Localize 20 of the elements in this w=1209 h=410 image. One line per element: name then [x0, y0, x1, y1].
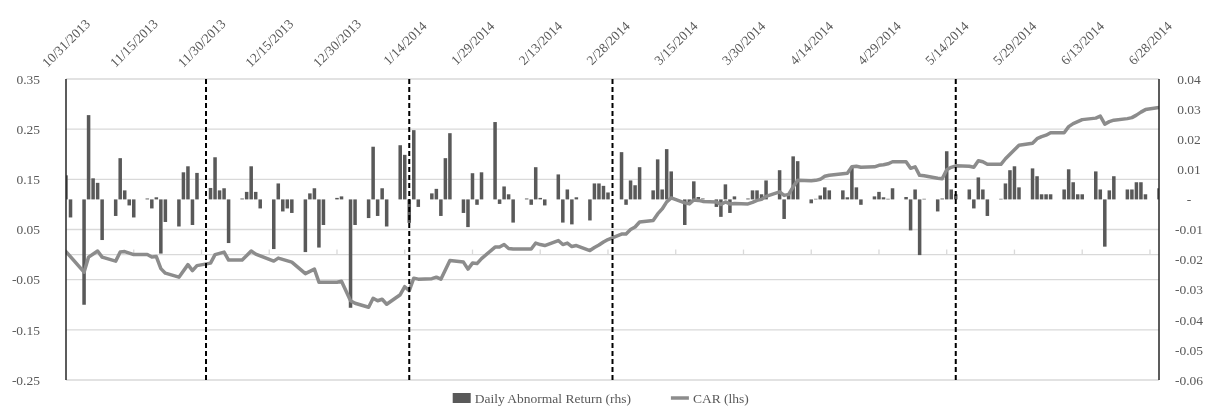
y2-tick-label: 0.04	[1177, 71, 1202, 87]
y-tick-label: -0.15	[11, 322, 41, 338]
y-tick-label: 0.15	[16, 172, 41, 188]
y2-tick-label: 0.03	[1177, 101, 1202, 117]
y2-tick-label: 0.01	[1177, 162, 1201, 178]
y2-tick-label: -0.02	[1174, 252, 1204, 268]
y-tick-label: 0.05	[16, 222, 41, 238]
y2-tick-label: -0.04	[1174, 312, 1204, 328]
y2-tick-label: -	[1186, 192, 1192, 208]
y2-tick-label: -0.01	[1174, 222, 1204, 238]
y2-tick-label: -0.03	[1174, 282, 1204, 298]
y-tick-label: -0.25	[11, 372, 41, 388]
y-tick-label: -0.05	[11, 272, 41, 288]
y-tick-label: 0.25	[16, 121, 41, 137]
legend-label: CAR (lhs)	[692, 390, 749, 406]
y2-tick-label: -0.05	[1174, 342, 1204, 358]
legend-label: Daily Abnormal Return (rhs)	[474, 390, 632, 406]
y2-tick-label: 0.02	[1177, 131, 1201, 147]
y-tick-label: 0.35	[16, 71, 41, 87]
y2-tick-label: -0.06	[1174, 372, 1204, 388]
